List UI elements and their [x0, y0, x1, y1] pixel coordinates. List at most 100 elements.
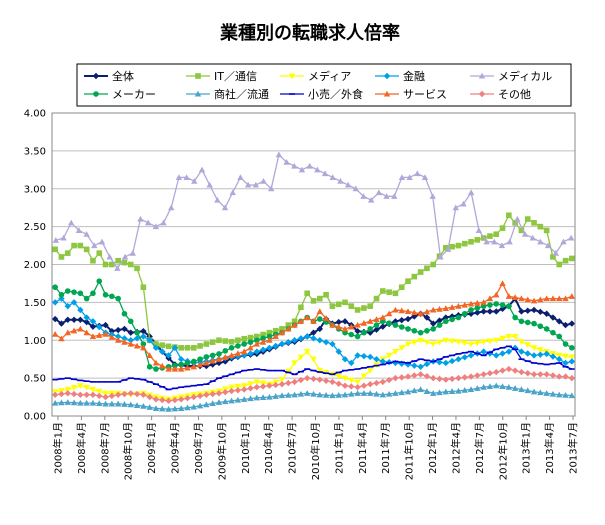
data-point	[146, 404, 153, 410]
data-point	[549, 314, 557, 321]
data-point	[549, 390, 557, 397]
data-point	[455, 302, 462, 309]
data-point	[303, 333, 311, 340]
data-point	[405, 362, 412, 364]
data-point	[506, 238, 513, 245]
data-point	[222, 358, 229, 365]
data-point	[144, 219, 152, 226]
data-point	[70, 327, 78, 334]
data-point	[417, 386, 424, 393]
data-point	[291, 360, 298, 367]
data-point	[354, 379, 361, 386]
data-point	[341, 318, 349, 325]
data-point	[514, 215, 521, 222]
data-point	[96, 278, 103, 284]
data-point	[291, 337, 298, 344]
data-point	[64, 399, 71, 405]
data-point	[486, 370, 494, 377]
data-point	[297, 354, 305, 361]
data-point	[442, 376, 450, 383]
data-point	[165, 388, 172, 391]
data-point	[127, 377, 134, 379]
data-point	[449, 243, 455, 250]
data-point	[121, 401, 128, 407]
data-point	[568, 293, 576, 299]
data-point	[335, 373, 342, 380]
data-point	[83, 329, 90, 336]
data-point	[354, 333, 361, 340]
data-point	[360, 382, 368, 389]
data-point	[171, 365, 179, 372]
data-point	[511, 385, 519, 391]
data-point	[121, 259, 128, 266]
data-point	[569, 345, 575, 351]
data-point	[360, 193, 367, 199]
data-point	[411, 387, 418, 394]
data-point	[436, 305, 443, 312]
data-point	[352, 185, 360, 192]
data-point	[379, 378, 387, 386]
data-point	[165, 405, 172, 412]
data-point	[121, 325, 128, 333]
data-point	[499, 280, 506, 286]
data-point	[556, 362, 563, 364]
data-point	[342, 299, 348, 306]
data-point	[524, 296, 531, 303]
data-point	[550, 329, 556, 336]
x-tick-label: 2012年10月	[496, 422, 509, 480]
data-point	[417, 337, 424, 344]
legend-marker	[194, 90, 202, 97]
data-point	[367, 196, 375, 203]
data-point	[303, 349, 311, 355]
data-point	[96, 400, 103, 407]
legend-label: その他	[498, 88, 531, 101]
data-point	[411, 362, 418, 369]
data-point	[341, 355, 349, 363]
data-point	[278, 329, 286, 336]
data-point	[448, 388, 456, 394]
data-point	[298, 166, 306, 173]
data-point	[398, 324, 405, 330]
data-point	[127, 340, 134, 347]
x-tick-label: 2012年7月	[473, 422, 486, 474]
data-point	[102, 390, 109, 397]
data-point	[146, 337, 153, 344]
data-point	[348, 368, 355, 371]
data-point	[83, 246, 90, 253]
data-point	[524, 342, 531, 348]
data-point	[133, 390, 141, 398]
data-point	[272, 369, 279, 372]
data-point	[379, 314, 387, 321]
series-3	[51, 295, 576, 370]
data-point	[322, 338, 330, 346]
data-point	[448, 375, 456, 383]
data-point	[89, 386, 97, 393]
data-point	[297, 335, 305, 342]
data-point	[448, 304, 456, 310]
data-point	[480, 308, 487, 315]
data-point	[228, 387, 235, 395]
data-point	[518, 227, 525, 234]
data-point	[437, 253, 444, 260]
legend-marker	[195, 73, 201, 79]
data-point	[228, 338, 235, 345]
legend-label: メディア	[308, 69, 351, 83]
y-tick-label: 3.00	[24, 184, 46, 195]
data-point	[64, 250, 71, 256]
data-point	[310, 298, 317, 304]
data-point	[512, 314, 518, 321]
data-point	[140, 333, 147, 340]
data-point	[291, 391, 298, 398]
data-point	[253, 348, 260, 355]
data-point	[216, 351, 222, 357]
data-point	[505, 293, 513, 299]
data-point	[518, 358, 525, 360]
data-point	[298, 304, 304, 311]
data-point	[341, 391, 349, 398]
data-point	[260, 331, 266, 338]
data-point	[530, 297, 538, 304]
data-point	[209, 352, 216, 359]
data-point	[499, 302, 506, 308]
data-point	[406, 174, 413, 180]
